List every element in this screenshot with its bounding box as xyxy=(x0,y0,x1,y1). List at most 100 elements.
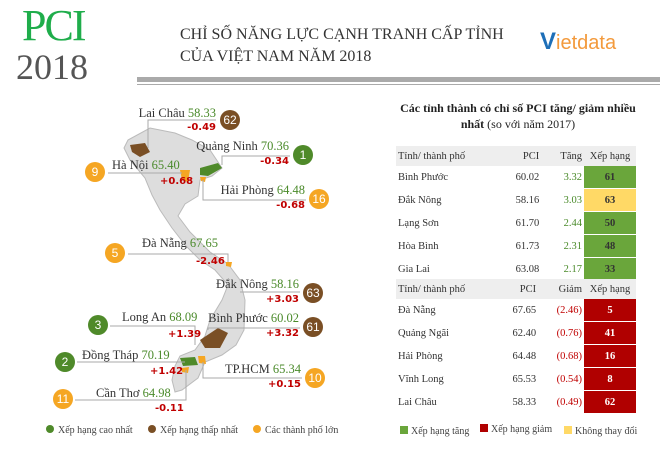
map-label: Cần Thơ 64.98 xyxy=(96,386,171,400)
rank-circle: 63 xyxy=(303,283,323,303)
rank-circle: 11 xyxy=(53,389,73,409)
table-row: Hải Phòng 64.48 (0.68) 16 xyxy=(396,344,636,368)
pci-value: 58.33 xyxy=(512,396,537,408)
pci-delta: -0.49 xyxy=(187,122,216,133)
rank-cell: 61 xyxy=(584,166,636,189)
province-name: Hòa Bình xyxy=(398,240,439,252)
pci-change: 2.17 xyxy=(563,263,582,275)
rank-cell: 62 xyxy=(584,390,636,414)
rank-cell: 5 xyxy=(584,299,636,322)
pci-value: 58.16 xyxy=(515,194,540,206)
pci-value: 60.02 xyxy=(515,171,540,183)
table-row: Bình Phước 60.02 3.32 61 xyxy=(396,166,636,189)
column-header: Giảm xyxy=(538,279,584,299)
ha-noi-region xyxy=(180,170,190,182)
table-row: Đắk Nông 58.16 3.03 63 xyxy=(396,188,636,212)
map-legend-top: Xếp hạng cao nhất xyxy=(46,425,133,437)
green-dot-icon xyxy=(46,425,54,433)
table-legend-up: Xếp hạng tăng xyxy=(400,426,469,438)
table-row: Đà Nẵng 67.65 (2.46) 5 xyxy=(396,299,636,322)
da-nang-region xyxy=(226,262,232,267)
rank-cell: 8 xyxy=(584,367,636,391)
rank-circle: 10 xyxy=(305,368,325,388)
pci-logo: PCI xyxy=(22,1,87,50)
brown-dot-icon xyxy=(148,425,156,433)
map-label: Hải Phòng 64.48 xyxy=(220,183,305,197)
map-legend-city: Các thành phố lớn xyxy=(253,425,338,437)
pci-change: (0.76) xyxy=(556,327,582,339)
pci-value: 67.65 xyxy=(512,304,537,316)
pci-change: 3.32 xyxy=(563,171,582,183)
column-header: Tăng xyxy=(541,146,584,166)
table-row: Lai Châu 58.33 (0.49) 62 xyxy=(396,390,636,414)
orange-dot-icon xyxy=(253,425,261,433)
pci-change: (0.49) xyxy=(556,396,582,408)
red-square-icon xyxy=(480,424,488,432)
pci-change: 2.31 xyxy=(563,240,582,252)
pci-delta: -2.46 xyxy=(196,256,225,267)
pci-change: 3.03 xyxy=(563,194,582,206)
column-header: PCI xyxy=(495,279,539,299)
province-name: Lai Châu xyxy=(398,396,437,408)
pci-change: 2.44 xyxy=(563,217,582,229)
map-label: Đắk Nông 58.16 xyxy=(216,277,299,291)
rank-circle: 16 xyxy=(309,189,329,209)
rank-cell: 41 xyxy=(584,321,636,345)
map-label: Lai Châu 58.33 xyxy=(138,106,216,120)
increase-table: Tỉnh/ thành phố PCI Tăng Xếp hạng Bình Phướ… xyxy=(396,146,636,281)
map-label: Bình Phước 60.02 xyxy=(208,311,299,325)
rank-circle: 2 xyxy=(55,352,75,372)
map-label: Long An 68.09 xyxy=(122,310,198,324)
pci-delta: +3.32 xyxy=(265,328,299,339)
divider xyxy=(137,77,660,82)
hai-phong-region xyxy=(200,177,206,182)
map-legend-bottom: Xếp hạng thấp nhất xyxy=(148,425,238,437)
lai-chau-region xyxy=(130,143,150,157)
province-name: Lạng Sơn xyxy=(398,217,439,229)
table-row: Gia Lai 63.08 2.17 33 xyxy=(396,257,636,281)
vietnam-map xyxy=(75,119,306,401)
vietdata-logo: Vietdata xyxy=(540,28,617,55)
province-name: Bình Phước xyxy=(398,171,449,183)
leader-lines xyxy=(75,119,306,401)
map-label: TP.HCM 65.34 xyxy=(224,362,301,376)
rank-cell: 63 xyxy=(584,188,636,212)
dong-thap-region xyxy=(180,357,198,366)
column-header: Tỉnh/ thành phố xyxy=(396,146,495,166)
rank-circle: 9 xyxy=(85,162,105,182)
pci-delta: -0.68 xyxy=(276,200,305,211)
pci-delta: +0.68 xyxy=(160,176,194,187)
province-name: Gia Lai xyxy=(398,263,430,275)
quang-ninh-region xyxy=(200,163,222,176)
rank-circle: 1 xyxy=(293,145,313,165)
rank-cell: 50 xyxy=(584,211,636,235)
map-label: Đà Nẵng 67.65 xyxy=(142,236,219,250)
province-name: Đà Nẵng xyxy=(398,304,436,316)
pci-change: (0.68) xyxy=(556,350,582,362)
rank-cell: 33 xyxy=(584,257,636,281)
yellow-square-icon xyxy=(564,426,572,434)
column-header: PCI xyxy=(495,146,542,166)
province-name: Quảng Ngãi xyxy=(398,327,450,339)
rank-cell: 16 xyxy=(584,344,636,368)
rank-cell: 48 xyxy=(584,234,636,258)
province-name: Hải Phòng xyxy=(398,350,443,362)
table-row: Quảng Ngãi 62.40 (0.76) 41 xyxy=(396,321,636,345)
rank-circle: 62 xyxy=(220,110,240,130)
province-name: Vĩnh Long xyxy=(398,373,444,385)
table-legend-same: Không thay đổi xyxy=(564,426,637,438)
table-row: Hòa Bình 61.73 2.31 48 xyxy=(396,234,636,258)
divider xyxy=(137,84,660,85)
pci-value: 63.08 xyxy=(515,263,540,275)
binh-phuoc-region xyxy=(200,328,228,348)
pci-delta: -0.11 xyxy=(155,403,184,414)
table-header: Tỉnh/ thành phố PCI Giảm Xếp hạng xyxy=(396,279,636,299)
column-header: Xếp hạng xyxy=(584,146,636,166)
column-header: Tỉnh/ thành phố xyxy=(396,279,495,299)
rank-circle: 61 xyxy=(303,317,323,337)
table-row: Lạng Sơn 61.70 2.44 50 xyxy=(396,211,636,235)
pci-delta: +1.39 xyxy=(168,329,202,340)
province-name: Đắk Nông xyxy=(398,194,442,206)
table-header: Tỉnh/ thành phố PCI Tăng Xếp hạng xyxy=(396,146,636,166)
